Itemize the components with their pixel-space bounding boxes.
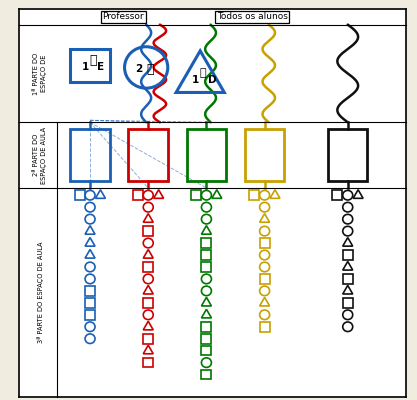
Bar: [75, 190, 85, 200]
Bar: [143, 226, 153, 236]
Bar: [191, 190, 201, 200]
Bar: [143, 358, 153, 368]
Bar: [133, 190, 143, 200]
Bar: [249, 190, 259, 200]
Text: 👣: 👣: [89, 54, 97, 67]
Text: 1: 1: [82, 62, 90, 72]
Bar: [143, 298, 153, 308]
Bar: [187, 129, 226, 181]
Text: D: D: [208, 75, 216, 85]
Bar: [343, 250, 353, 260]
Bar: [260, 238, 270, 248]
Bar: [201, 322, 211, 332]
Text: Todos os alunos: Todos os alunos: [217, 12, 288, 21]
Text: 3ª PARTE DO ESPAÇO DE AULA: 3ª PARTE DO ESPAÇO DE AULA: [37, 242, 44, 344]
Bar: [201, 370, 211, 379]
Bar: [201, 334, 211, 344]
Text: 👣: 👣: [199, 68, 206, 78]
Bar: [85, 286, 95, 296]
Bar: [201, 346, 211, 356]
Text: E: E: [97, 62, 104, 72]
Bar: [260, 322, 270, 332]
Bar: [343, 298, 353, 308]
Bar: [128, 129, 168, 181]
Bar: [332, 190, 342, 200]
Bar: [85, 310, 95, 320]
Text: 2ª PARTE DO
ESPAÇO DE AULA: 2ª PARTE DO ESPAÇO DE AULA: [33, 126, 47, 184]
Bar: [328, 129, 367, 181]
Bar: [201, 262, 211, 272]
Bar: [143, 262, 153, 272]
Bar: [70, 129, 110, 181]
Bar: [143, 334, 153, 344]
Bar: [201, 250, 211, 260]
Bar: [260, 274, 270, 284]
Bar: [70, 48, 110, 82]
Bar: [343, 274, 353, 284]
Text: Professor: Professor: [103, 12, 144, 21]
Text: 1ª PARTE DO
ESPAÇO DE: 1ª PARTE DO ESPAÇO DE: [33, 52, 47, 94]
Bar: [201, 238, 211, 248]
Bar: [245, 129, 284, 181]
Bar: [85, 298, 95, 308]
Text: 2: 2: [136, 64, 143, 74]
Text: 👣: 👣: [146, 62, 154, 76]
Text: 1: 1: [191, 75, 199, 85]
